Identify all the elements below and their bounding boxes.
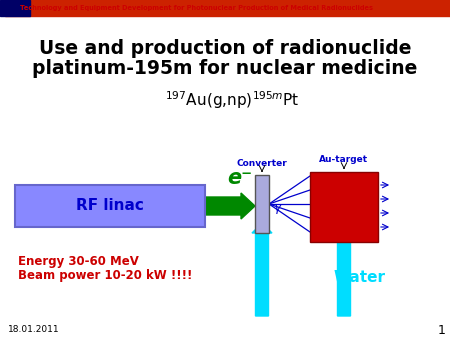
Text: RF linac: RF linac: [76, 198, 144, 214]
Text: 1: 1: [438, 323, 446, 337]
Bar: [5, 0, 450, 16]
Bar: [255, 175, 269, 233]
Text: Beam power 10-20 kW !!!!: Beam power 10-20 kW !!!!: [18, 269, 193, 282]
Bar: [0, 0, 30, 16]
Text: platinum-195m for nuclear medicine: platinum-195m for nuclear medicine: [32, 58, 418, 77]
FancyArrow shape: [205, 193, 255, 219]
Text: Water: Water: [334, 270, 386, 286]
Bar: [2, 1, 16, 15]
Bar: [15, 185, 205, 227]
FancyArrow shape: [334, 232, 354, 316]
FancyArrow shape: [252, 223, 272, 316]
Text: $^{197}$Au(g,np)$^{195m}$Pt: $^{197}$Au(g,np)$^{195m}$Pt: [165, 89, 299, 111]
Text: e⁻: e⁻: [227, 168, 252, 188]
Text: Technology and Equipment Development for Photonuclear Production of Medical Radi: Technology and Equipment Development for…: [20, 5, 373, 11]
Text: Converter: Converter: [237, 159, 288, 168]
Text: Au-target: Au-target: [320, 155, 369, 165]
Bar: [310, 172, 378, 242]
Text: Energy 30-60 MeV: Energy 30-60 MeV: [18, 255, 139, 268]
Text: 18.01.2011: 18.01.2011: [8, 325, 59, 335]
Text: γ: γ: [273, 200, 280, 214]
Text: Use and production of radionuclide: Use and production of radionuclide: [39, 39, 411, 57]
